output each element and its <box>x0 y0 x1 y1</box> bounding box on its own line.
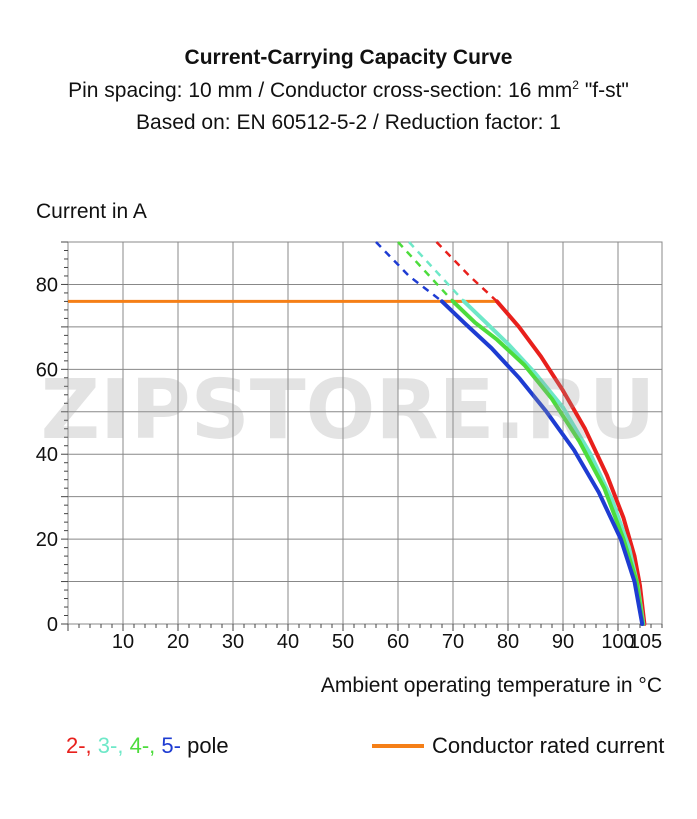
x-tick-label: 60 <box>387 631 409 653</box>
x-tick-label: 80 <box>497 631 519 653</box>
subtitle-superscript: 2 <box>572 78 579 92</box>
subtitle-suffix: "f-st" <box>578 79 629 102</box>
chart-grid <box>67 241 663 625</box>
x-tick-label: 100 <box>601 631 634 653</box>
pole-legend-item: 2-, <box>66 733 98 758</box>
series-line-4-pole <box>451 299 645 626</box>
chart-subtitle-line1: Pin spacing: 10 mm / Conductor cross-sec… <box>0 78 697 103</box>
chart-minor-ticks <box>61 241 663 631</box>
y-tick-label: 20 <box>36 529 58 551</box>
pole-legend-suffix: pole <box>187 733 229 758</box>
series-line-2-pole <box>495 299 647 626</box>
pole-legend: 2-, 3-, 4-, 5- pole <box>66 733 229 759</box>
x-tick-label: 105 <box>629 631 662 653</box>
x-tick-label: 10 <box>112 631 134 653</box>
rated-current-legend-label: Conductor rated current <box>432 733 665 758</box>
chart-series-layer <box>68 241 647 626</box>
pole-legend-item: 3-, <box>97 733 130 758</box>
chart-title: Current-Carrying Capacity Curve <box>184 46 513 69</box>
series-dashed-4-pole <box>397 241 454 303</box>
x-tick-label: 50 <box>332 631 354 653</box>
x-tick-label: 40 <box>277 631 299 653</box>
chart-subtitle-line2: Based on: EN 60512-5-2 / Reduction facto… <box>136 111 561 134</box>
y-axis-label: Current in A <box>36 200 147 223</box>
series-dashed-2-pole <box>435 241 498 303</box>
series-line-5-pole <box>440 299 645 626</box>
x-tick-label: 20 <box>167 631 189 653</box>
rated-current-swatch <box>372 744 424 748</box>
y-tick-label: 40 <box>36 444 58 466</box>
subtitle-prefix: Pin spacing: 10 mm / Conductor cross-sec… <box>68 79 573 102</box>
y-tick-label: 60 <box>36 359 58 381</box>
series-dashed-3-pole <box>408 241 465 303</box>
y-tick-label: 80 <box>36 274 58 296</box>
series-dashed-5-pole <box>375 241 443 303</box>
watermark-text: ZIPSTORE.RU <box>41 363 656 458</box>
y-tick-label: 0 <box>47 614 58 636</box>
rated-current-legend: Conductor rated current <box>372 733 664 759</box>
pole-legend-item: 5- <box>161 733 188 758</box>
x-axis-label: Ambient operating temperature in °C <box>321 674 662 697</box>
pole-legend-item: 4-, <box>129 733 162 758</box>
x-tick-label: 70 <box>442 631 464 653</box>
x-tick-label: 90 <box>552 631 574 653</box>
x-tick-label: 30 <box>222 631 244 653</box>
